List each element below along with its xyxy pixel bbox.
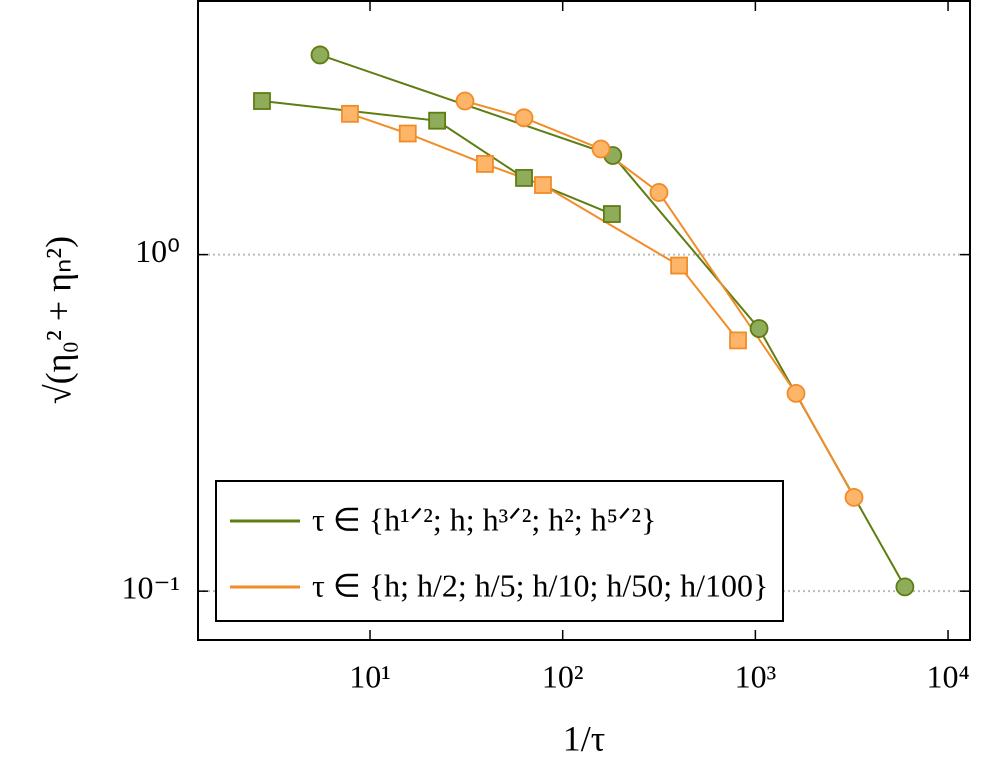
series-line — [464, 100, 855, 498]
point — [591, 139, 611, 159]
point — [670, 256, 689, 275]
series-line — [349, 112, 739, 342]
point — [895, 577, 915, 597]
point — [729, 331, 747, 350]
point — [310, 45, 330, 65]
y-tick-label: 10⁰ — [135, 233, 180, 269]
point — [428, 111, 447, 130]
point — [844, 487, 864, 507]
y-axis-label: √(η₀² + ηₙ²) — [38, 236, 78, 404]
legend-label: τ ∈ {h¹ᐟ²; h; h³ᐟ²; h²; h⁵ᐟ²} — [312, 501, 656, 537]
point — [749, 319, 769, 338]
point — [398, 124, 417, 143]
x-tick-label: 10⁴ — [926, 658, 969, 694]
x-tick-label: 10² — [542, 658, 584, 694]
point — [602, 205, 621, 223]
point — [649, 183, 669, 202]
y-tick-label: 10⁻¹ — [122, 570, 180, 606]
point — [515, 169, 533, 187]
point — [514, 108, 534, 128]
x-tick-label: 10¹ — [349, 658, 391, 694]
plot-frame — [197, 0, 971, 641]
point — [534, 176, 552, 194]
legend-label: τ ∈ {h; h/2; h/5; h/10; h/50; h/100} — [312, 567, 768, 603]
point — [786, 383, 806, 403]
point — [253, 92, 271, 110]
point — [341, 104, 359, 123]
x-axis-label: 1/τ — [563, 718, 605, 758]
point — [476, 155, 494, 173]
legend-box — [215, 480, 784, 622]
point — [455, 91, 475, 111]
x-tick-label: 10³ — [735, 658, 777, 694]
